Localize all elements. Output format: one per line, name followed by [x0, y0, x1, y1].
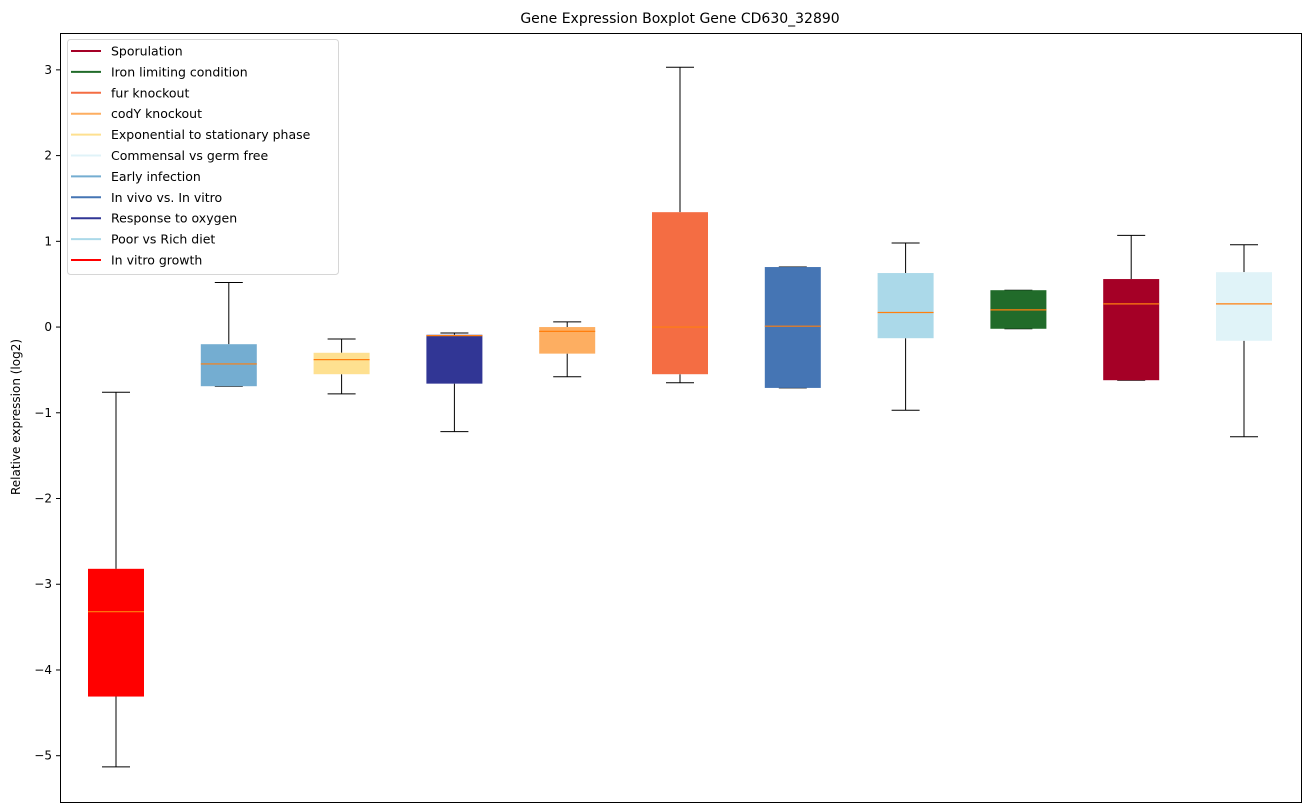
legend-label: Iron limiting condition: [111, 64, 248, 79]
y-tick-label: −5: [34, 749, 52, 763]
legend-frame: [67, 39, 339, 275]
legend-label: Exponential to stationary phase: [111, 127, 311, 142]
box-body: [877, 273, 934, 339]
legend-label: In vivo vs. In vitro: [111, 190, 222, 205]
legend-item: fur knockout: [71, 85, 189, 100]
y-tick-label: 2: [44, 149, 52, 163]
y-tick-label: −2: [34, 492, 52, 506]
box-body: [200, 344, 257, 387]
legend-label: Sporulation: [111, 44, 183, 59]
box-sporulation: [1103, 234, 1160, 381]
legend-label: Response to oxygen: [111, 211, 237, 226]
legend-item: Sporulation: [71, 44, 183, 59]
y-tick-label: 1: [44, 234, 52, 248]
box-body: [652, 212, 708, 375]
y-tick-label: 3: [44, 63, 52, 77]
chart-title: Gene Expression Boxplot Gene CD630_32890: [520, 11, 839, 27]
box-cody-knockout: [539, 321, 596, 378]
plot-frame: [60, 33, 1302, 803]
legend-label: Commensal vs germ free: [111, 148, 268, 163]
box-body: [764, 267, 821, 388]
legend: Sporulation Iron limiting condition fur kn…: [67, 39, 339, 275]
legend-label: Early infection: [111, 169, 201, 184]
y-tick-label: −4: [34, 663, 52, 677]
legend-label: In vitro growth: [111, 253, 202, 268]
box-body: [88, 568, 144, 697]
box-iron-limiting-condition: [990, 289, 1047, 330]
legend-label: codY knockout: [111, 106, 202, 121]
box-commensal-vs-germ-free: [1216, 244, 1272, 438]
box-fur-knockout: [652, 66, 708, 384]
legend-item: Iron limiting condition: [71, 64, 248, 79]
legend-label: Poor vs Rich diet: [111, 232, 215, 247]
y-axis-label: Relative expression (log2): [9, 339, 23, 495]
legend-item: In vivo vs. In vitro: [71, 190, 222, 205]
legend-item: Early infection: [71, 169, 201, 184]
y-tick-label: 0: [44, 320, 52, 334]
legend-item: codY knockout: [71, 106, 202, 121]
legend-item: Exponential to stationary phase: [71, 127, 311, 142]
box-in-vitro-growth: [88, 391, 144, 768]
legend-item: Commensal vs germ free: [71, 148, 268, 163]
y-axis: 3 2 1 0 −1 −2 −3 −4 −5: [34, 63, 60, 763]
legend-item: In vitro growth: [71, 253, 202, 268]
box-body: [313, 352, 370, 375]
box-early-infection: [200, 281, 257, 387]
legend-item: Poor vs Rich diet: [71, 232, 215, 247]
box-exponential-to-stationary-phase: [313, 338, 370, 395]
legend-item: Response to oxygen: [71, 211, 237, 226]
legend-label: fur knockout: [111, 85, 189, 100]
box-response-to-oxygen: [426, 332, 483, 433]
box-poor-vs-rich-diet: [877, 242, 934, 411]
box-body: [426, 334, 483, 384]
box-body: [1103, 279, 1160, 381]
y-tick-label: −3: [34, 577, 52, 591]
box-body: [1216, 272, 1272, 341]
box-in-vivo-vs-in-vitro: [764, 266, 821, 389]
boxes: [88, 66, 1272, 768]
y-tick-label: −1: [34, 406, 52, 420]
